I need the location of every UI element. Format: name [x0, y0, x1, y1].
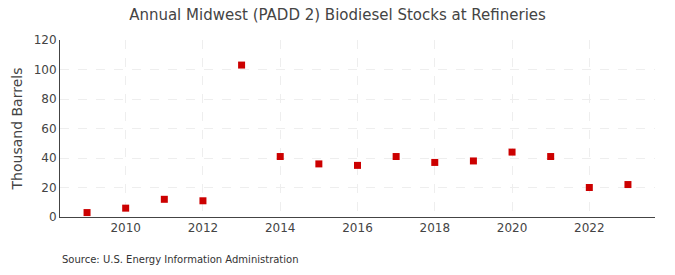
svg-text:2018: 2018: [419, 221, 450, 235]
svg-text:Annual Midwest (PADD 2) Biodie: Annual Midwest (PADD 2) Biodiesel Stocks…: [129, 6, 546, 24]
svg-text:0: 0: [49, 210, 57, 224]
svg-text:40: 40: [41, 151, 56, 165]
svg-text:80: 80: [41, 92, 56, 106]
svg-text:Source: U.S. Energy Informatio: Source: U.S. Energy Information Administ…: [62, 254, 299, 265]
svg-text:2010: 2010: [110, 221, 141, 235]
svg-text:2016: 2016: [342, 221, 373, 235]
svg-text:2014: 2014: [265, 221, 296, 235]
svg-text:20: 20: [41, 181, 56, 195]
svg-text:2022: 2022: [574, 221, 605, 235]
svg-text:Thousand Barrels: Thousand Barrels: [9, 68, 25, 191]
svg-text:100: 100: [34, 63, 57, 77]
svg-text:120: 120: [34, 33, 57, 47]
svg-text:2012: 2012: [188, 221, 219, 235]
svg-text:60: 60: [41, 122, 56, 136]
svg-text:2020: 2020: [497, 221, 528, 235]
